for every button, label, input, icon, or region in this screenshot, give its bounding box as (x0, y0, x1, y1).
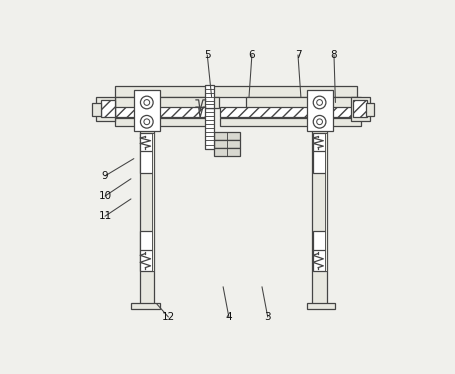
Bar (214, 140, 240, 148)
Circle shape (317, 119, 323, 125)
Bar (140, 131, 154, 306)
Bar (101, 100, 115, 117)
Bar (115, 107, 206, 117)
Text: 7: 7 (295, 50, 301, 60)
Text: 12: 12 (162, 312, 175, 322)
Text: 3: 3 (264, 312, 271, 322)
Bar (152, 133, 154, 271)
Bar (313, 231, 326, 271)
Text: 8: 8 (331, 50, 337, 60)
Circle shape (317, 99, 323, 105)
Bar (96, 97, 115, 121)
Circle shape (144, 99, 150, 105)
Text: 6: 6 (248, 50, 255, 60)
Bar (313, 131, 327, 306)
Bar (214, 132, 240, 140)
Bar (134, 89, 160, 131)
Bar (307, 303, 335, 309)
Text: 4: 4 (226, 312, 232, 322)
Circle shape (141, 116, 153, 128)
Text: 5: 5 (204, 50, 211, 60)
Bar (140, 133, 153, 173)
Bar (205, 85, 213, 108)
Bar (115, 118, 206, 126)
Bar (220, 107, 361, 117)
Text: 11: 11 (98, 211, 111, 221)
Bar (366, 103, 374, 116)
Text: 10: 10 (98, 191, 111, 201)
Bar (214, 148, 240, 156)
Bar (205, 108, 213, 148)
Bar (140, 231, 153, 271)
Circle shape (313, 96, 326, 109)
Bar (351, 97, 370, 121)
Bar (325, 133, 327, 271)
Bar (115, 97, 219, 108)
Bar (246, 97, 361, 108)
Circle shape (144, 119, 150, 125)
Bar (220, 118, 361, 126)
Bar (313, 133, 326, 173)
Bar (131, 303, 160, 309)
Bar (115, 86, 357, 97)
Circle shape (141, 96, 153, 109)
Bar (353, 100, 367, 117)
Bar (307, 89, 333, 131)
Circle shape (313, 116, 326, 128)
Text: 9: 9 (102, 171, 108, 181)
Bar (92, 103, 101, 116)
